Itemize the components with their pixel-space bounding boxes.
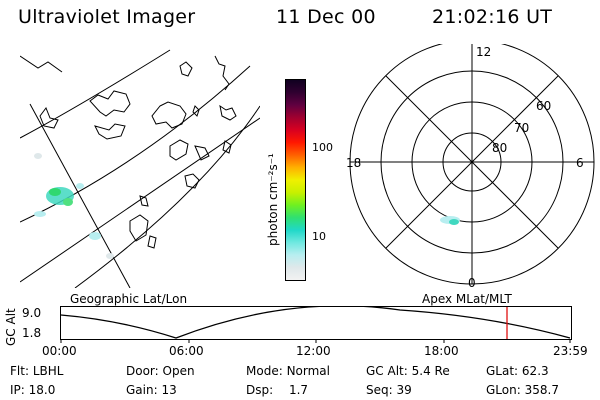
strip-xtick-0: 00:00 [42,344,77,358]
colorbar-unit-label: photon cm⁻²s⁻¹ [266,153,280,246]
strip-xtick-2: 12:00 [296,344,331,358]
status-gc-alt: GC Alt: 5.4 Re [366,364,450,378]
strip-ytick-max: 9.0 [22,306,42,320]
mlt-label-18: 18 [346,156,361,170]
mlt-label-12: 12 [476,45,491,59]
mlt-label-6: 6 [576,156,584,170]
status-door: Door: Open [126,364,195,378]
altitude-strip [60,306,572,343]
status-mode: Mode: Normal [246,364,330,378]
polar-plot: 12 18 6 0 60 70 80 [346,44,595,290]
color-scale-bar [285,79,306,281]
instrument-title: Ultraviolet Imager [18,6,196,28]
strip-xtick-1: 06:00 [169,344,204,358]
colorbar-tick-100: 100 [312,141,333,154]
strip-xtick-4: 23:59 [553,344,588,358]
status-dsp: Dsp: 1.7 [246,383,309,397]
time-label: 21:02:16 UT [432,6,553,28]
status-ip: IP: 18.0 [10,383,56,397]
geographic-label: Geographic Lat/Lon [70,292,188,306]
status-seq: Seq: 39 [366,383,412,397]
date-label: 11 Dec 00 [276,6,376,28]
strip-xtick-3: 18:00 [424,344,459,358]
colorbar-tick-10: 10 [312,230,326,243]
mlat-label-70: 70 [514,121,529,135]
polar-auroral-emission [440,216,460,225]
mlat-label-80: 80 [492,141,507,155]
geographic-map [20,49,260,288]
mlt-label-0: 0 [468,276,476,290]
status-glon: GLon: 358.7 [486,383,559,397]
status-filter: Flt: LBHL [10,364,64,378]
polar-label: Apex MLat/MLT [422,292,512,306]
status-gain: Gain: 13 [126,383,177,397]
strip-ytick-min: 1.8 [22,326,42,340]
mlat-label-60: 60 [536,99,551,113]
status-glat: GLat: 62.3 [486,364,549,378]
strip-ylabel: GC Alt [4,308,18,346]
auroral-emission [34,153,114,259]
